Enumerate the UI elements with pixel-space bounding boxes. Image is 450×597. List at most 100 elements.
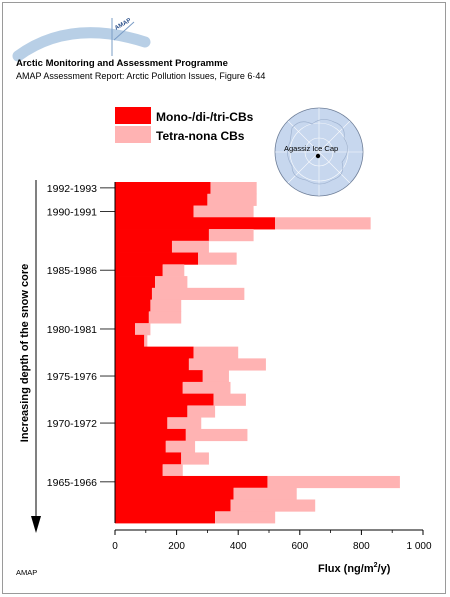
year-label-2: 1985-1986 xyxy=(47,265,97,277)
amap-logo: AMAP xyxy=(12,18,151,62)
bar-tetra-11 xyxy=(148,311,182,324)
footer-credit: AMAP xyxy=(16,568,37,577)
year-label-6: 1965-1966 xyxy=(47,477,97,489)
legend-swatch-mono xyxy=(115,107,151,124)
legend-swatch-tetra xyxy=(115,126,151,143)
bar-mono-10 xyxy=(115,299,151,312)
bar-mono-12 xyxy=(115,323,136,336)
bar-mono-2 xyxy=(115,205,194,218)
bar-mono-9 xyxy=(115,287,152,300)
legend-label-tetra: Tetra-nona CBs xyxy=(156,129,245,143)
bar-tetra-20 xyxy=(167,417,202,430)
bar-mono-6 xyxy=(115,252,199,265)
legend: Mono-/di-/tri-CBs Tetra-nona CBs xyxy=(115,107,254,143)
bar-mono-11 xyxy=(115,311,149,324)
legend-label-mono: Mono-/di-/tri-CBs xyxy=(156,110,254,124)
bar-mono-14 xyxy=(115,346,194,359)
x-tick-label-0: 0 xyxy=(112,541,118,552)
bars xyxy=(115,182,400,524)
year-label-4: 1975-1976 xyxy=(47,371,97,383)
x-tick-label-4: 800 xyxy=(353,541,370,552)
year-label-5: 1970-1972 xyxy=(47,418,97,430)
bar-tetra-17 xyxy=(182,381,231,395)
x-axis: 0 200 400 600 800 1 000 xyxy=(112,529,432,552)
bar-tetra-9 xyxy=(151,287,245,300)
bar-mono-23 xyxy=(115,452,182,465)
bar-tetra-27 xyxy=(230,499,316,512)
inset-map-label: Agassiz Ice Cap xyxy=(284,144,338,153)
bar-tetra-3 xyxy=(275,217,371,230)
year-labels: 1992-1993 1990-1991 1985-1986 1980-1981 1975… xyxy=(47,183,115,489)
bar-tetra-13 xyxy=(144,334,148,348)
bar-mono-3 xyxy=(115,217,276,230)
bar-tetra-22 xyxy=(165,440,196,453)
bar-tetra-28 xyxy=(215,511,276,524)
bar-mono-28 xyxy=(115,511,216,524)
x-tick-label-1: 200 xyxy=(168,541,185,552)
bar-tetra-21 xyxy=(185,428,248,442)
bar-tetra-14 xyxy=(193,346,239,359)
bar-mono-17 xyxy=(115,381,183,395)
bar-tetra-0 xyxy=(210,182,257,195)
globe-meridian-d2 xyxy=(287,120,351,184)
bar-mono-19 xyxy=(115,405,188,418)
bar-mono-26 xyxy=(115,487,234,500)
x-axis-label-base: Flux (ng/m xyxy=(318,563,374,575)
bar-tetra-18 xyxy=(213,393,246,406)
globe-graticule xyxy=(275,108,363,196)
bar-tetra-1 xyxy=(207,193,257,206)
x-tick-label-3: 600 xyxy=(291,541,308,552)
year-label-1: 1990-1991 xyxy=(47,206,97,218)
bar-tetra-19 xyxy=(187,405,216,418)
bar-mono-15 xyxy=(115,358,189,371)
bar-mono-25 xyxy=(115,475,268,489)
inset-map: Agassiz Ice Cap xyxy=(274,107,364,197)
bar-mono-0 xyxy=(115,182,211,195)
bar-tetra-26 xyxy=(233,487,297,500)
bar-mono-16 xyxy=(115,370,203,383)
bar-tetra-8 xyxy=(155,276,188,289)
bar-mono-13 xyxy=(115,334,145,348)
bar-mono-7 xyxy=(115,264,163,277)
bar-tetra-12 xyxy=(135,323,151,336)
logo-text: AMAP xyxy=(114,18,132,32)
bar-mono-1 xyxy=(115,193,208,206)
bar-mono-21 xyxy=(115,428,186,442)
year-label-0: 1992-1993 xyxy=(47,183,97,195)
x-axis-label-tail: /y) xyxy=(378,563,391,575)
bar-mono-5 xyxy=(115,240,172,253)
bar-tetra-6 xyxy=(198,252,237,265)
globe-landmass-outline xyxy=(287,119,348,185)
bar-tetra-23 xyxy=(181,452,209,465)
figure-frame xyxy=(2,2,446,594)
bar-tetra-10 xyxy=(150,299,182,312)
site-marker xyxy=(315,153,321,159)
bar-mono-27 xyxy=(115,499,231,512)
depth-arrow-head xyxy=(31,516,41,533)
bar-mono-24 xyxy=(115,464,163,477)
x-tick-label-5: 1 000 xyxy=(406,541,431,552)
bar-tetra-5 xyxy=(171,240,209,253)
bar-mono-8 xyxy=(115,276,156,289)
bar-tetra-16 xyxy=(202,370,229,383)
report-line: AMAP Assessment Report: Arctic Pollution… xyxy=(16,71,265,81)
bar-tetra-25 xyxy=(267,475,400,489)
logo-rays xyxy=(113,21,135,41)
bar-tetra-7 xyxy=(162,264,185,277)
bar-tetra-4 xyxy=(208,229,254,242)
y-axis-label: Increasing depth of the snow core xyxy=(19,264,31,442)
year-label-3: 1980-1981 xyxy=(47,324,97,336)
logo-arc xyxy=(12,27,151,62)
bar-mono-4 xyxy=(115,229,209,242)
x-tick-label-2: 400 xyxy=(230,541,247,552)
x-axis-label-sup: 2 xyxy=(374,562,378,569)
bar-mono-20 xyxy=(115,417,168,430)
bar-mono-18 xyxy=(115,393,214,406)
bar-mono-22 xyxy=(115,440,166,453)
bar-tetra-15 xyxy=(188,358,266,371)
org-title: Arctic Monitoring and Assessment Program… xyxy=(16,58,228,69)
bar-tetra-2 xyxy=(193,205,254,218)
bar-tetra-24 xyxy=(162,464,183,477)
x-axis-label: Flux (ng/m2/y) xyxy=(318,562,391,575)
